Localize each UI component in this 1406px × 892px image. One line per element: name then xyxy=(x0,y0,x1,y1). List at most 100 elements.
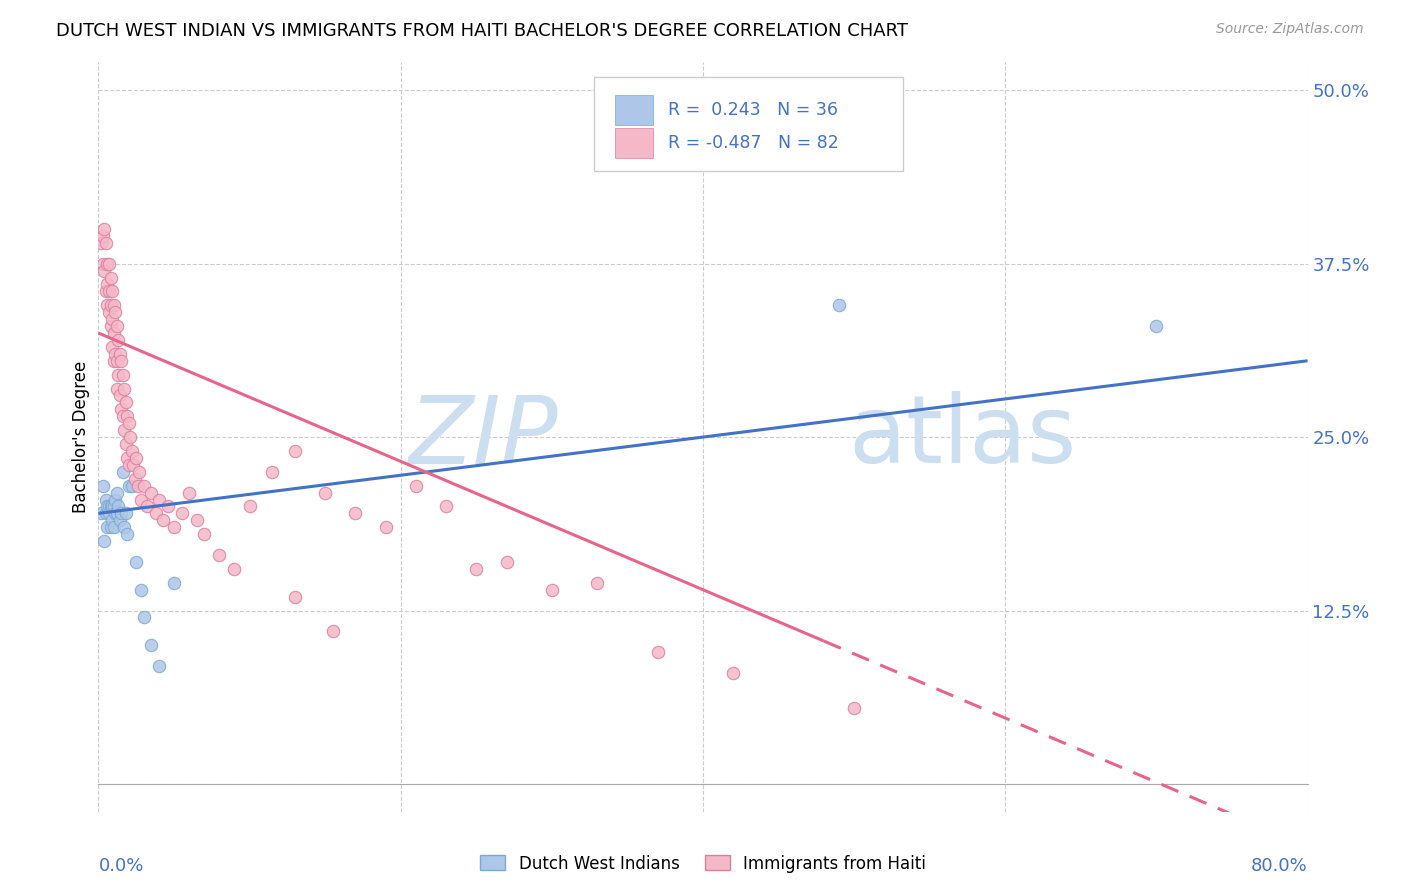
Point xyxy=(262,465,284,479)
Point xyxy=(100,298,122,312)
Text: 80.0%: 80.0% xyxy=(1251,856,1308,875)
Text: R =  0.243   N = 36: R = 0.243 N = 36 xyxy=(668,101,838,119)
Point xyxy=(344,507,367,521)
Point xyxy=(127,478,149,492)
Point xyxy=(110,402,132,417)
Point xyxy=(111,409,134,424)
Point xyxy=(104,347,127,361)
FancyBboxPatch shape xyxy=(595,78,903,171)
Point xyxy=(121,478,143,492)
Point xyxy=(152,513,174,527)
Point xyxy=(114,395,136,409)
Point xyxy=(239,500,262,514)
Point xyxy=(163,520,186,534)
FancyBboxPatch shape xyxy=(614,95,654,125)
Point xyxy=(112,423,135,437)
Point xyxy=(124,472,146,486)
Text: atlas: atlas xyxy=(848,391,1077,483)
Point xyxy=(115,409,138,424)
Point xyxy=(100,270,122,285)
Point xyxy=(93,263,115,277)
Point xyxy=(540,582,562,597)
Point xyxy=(96,520,118,534)
Text: DUTCH WEST INDIAN VS IMMIGRANTS FROM HAITI BACHELOR'S DEGREE CORRELATION CHART: DUTCH WEST INDIAN VS IMMIGRANTS FROM HAI… xyxy=(56,22,908,40)
Point xyxy=(647,645,669,659)
Point xyxy=(434,500,457,514)
Point xyxy=(186,513,208,527)
Point xyxy=(723,665,745,680)
Point xyxy=(98,500,121,514)
Point xyxy=(93,222,115,236)
Point xyxy=(314,485,336,500)
Point xyxy=(128,465,150,479)
Point xyxy=(108,513,131,527)
Point xyxy=(495,555,517,569)
Point xyxy=(110,353,132,368)
Point xyxy=(374,520,396,534)
Point xyxy=(112,520,135,534)
Legend: Dutch West Indians, Immigrants from Haiti: Dutch West Indians, Immigrants from Hait… xyxy=(474,848,932,880)
Point xyxy=(112,382,135,396)
Point xyxy=(122,458,145,472)
Text: 0.0%: 0.0% xyxy=(98,856,143,875)
Point xyxy=(118,458,141,472)
Point xyxy=(170,507,193,521)
Point xyxy=(103,298,125,312)
Point xyxy=(94,507,117,521)
Point xyxy=(107,500,129,514)
Point xyxy=(90,507,112,521)
Point xyxy=(193,527,215,541)
Point xyxy=(224,562,246,576)
Point xyxy=(103,500,125,514)
Point xyxy=(121,444,143,458)
Point xyxy=(105,382,128,396)
Y-axis label: Bachelor's Degree: Bachelor's Degree xyxy=(72,361,90,513)
Text: ZIP: ZIP xyxy=(408,392,558,483)
Point xyxy=(100,500,122,514)
Point xyxy=(103,326,125,340)
Point xyxy=(129,582,152,597)
Point xyxy=(129,492,152,507)
Point xyxy=(98,285,121,299)
Point xyxy=(110,507,132,521)
Point xyxy=(132,478,155,492)
Point xyxy=(1144,319,1167,334)
Point xyxy=(101,513,124,527)
Point xyxy=(405,478,427,492)
Point xyxy=(91,478,114,492)
Point xyxy=(98,305,121,319)
Point xyxy=(148,659,170,673)
Point xyxy=(96,257,118,271)
Point xyxy=(115,527,138,541)
Point xyxy=(98,507,121,521)
Point xyxy=(100,319,122,334)
Point xyxy=(103,353,125,368)
Point xyxy=(179,485,201,500)
Point xyxy=(114,507,136,521)
Point xyxy=(125,555,148,569)
Point xyxy=(91,257,114,271)
Point xyxy=(104,492,127,507)
Point xyxy=(148,492,170,507)
Text: R = -0.487   N = 82: R = -0.487 N = 82 xyxy=(668,134,839,152)
Point xyxy=(322,624,344,639)
Point xyxy=(586,575,609,590)
Point xyxy=(104,507,127,521)
Point xyxy=(103,520,125,534)
Point xyxy=(108,347,131,361)
Point xyxy=(105,485,128,500)
Point xyxy=(91,228,114,243)
Point xyxy=(114,437,136,451)
Point xyxy=(96,277,118,292)
Point xyxy=(93,534,115,549)
Point xyxy=(94,235,117,250)
Point xyxy=(118,416,141,430)
Point xyxy=(105,353,128,368)
Point xyxy=(101,340,124,354)
Point xyxy=(108,388,131,402)
Point xyxy=(141,485,163,500)
Point xyxy=(100,520,122,534)
Point xyxy=(284,444,307,458)
Point xyxy=(141,638,163,652)
Point xyxy=(107,333,129,347)
